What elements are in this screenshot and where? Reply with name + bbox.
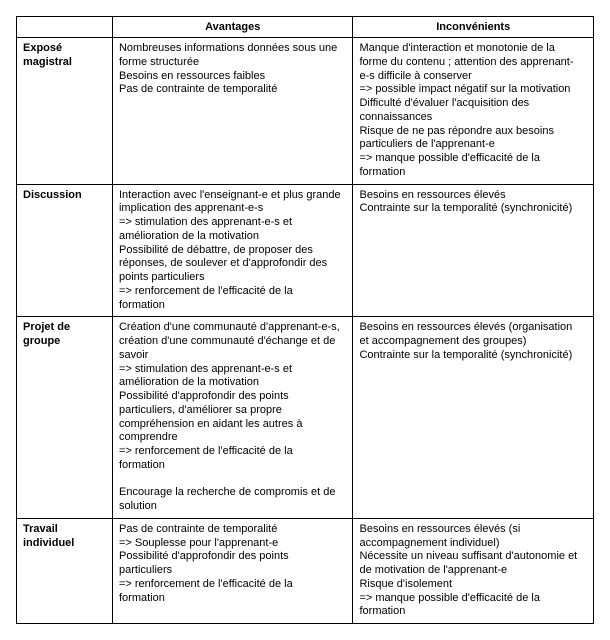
disadvantages-cell: Besoins en ressources élevés (organisati… bbox=[353, 317, 594, 519]
advantages-cell: Création d'une communauté d'apprenant-e-… bbox=[112, 317, 353, 519]
disadvantages-line: formation bbox=[359, 166, 587, 180]
advantages-line: Possibilité d'approfondir des points bbox=[119, 390, 347, 404]
disadvantages-line: Contrainte sur la temporalité (synchroni… bbox=[359, 202, 587, 216]
disadvantages-line: formation bbox=[359, 605, 587, 619]
advantages-line: Possibilité de débattre, de proposer des bbox=[119, 244, 347, 258]
disadvantages-line: Risque d'isolement bbox=[359, 578, 587, 592]
advantages-line: formation bbox=[119, 592, 347, 606]
disadvantages-line: Contrainte sur la temporalité (synchroni… bbox=[359, 349, 587, 363]
disadvantages-line: de motivation de l'apprenant-e bbox=[359, 564, 587, 578]
disadvantages-line: Besoins en ressources élevés (organisati… bbox=[359, 321, 587, 335]
disadvantages-line: Besoins en ressources élevés (si bbox=[359, 523, 587, 537]
advantages-line: Création d'une communauté d'apprenant-e-… bbox=[119, 321, 347, 335]
advantages-line: Pas de contrainte de temporalité bbox=[119, 523, 347, 537]
advantages-line: => renforcement de l'efficacité de la bbox=[119, 578, 347, 592]
disadvantages-line: et accompagnement des groupes) bbox=[359, 335, 587, 349]
advantages-line: Encourage la recherche de compromis et d… bbox=[119, 486, 347, 500]
advantages-line: Pas de contrainte de temporalité bbox=[119, 83, 347, 97]
row-label-line: Projet de groupe bbox=[23, 321, 106, 349]
row-label-line: Exposé bbox=[23, 42, 106, 56]
disadvantages-line: Nécessite un niveau suffisant d'autonomi… bbox=[359, 550, 587, 564]
disadvantages-line: connaissances bbox=[359, 111, 587, 125]
disadvantages-line: e-s difficile à conserver bbox=[359, 70, 587, 84]
comparison-table: Avantages Inconvénients ExposémagistralN… bbox=[16, 16, 594, 624]
header-rowhead bbox=[17, 17, 113, 38]
advantages-line bbox=[119, 473, 347, 487]
header-disadvantages: Inconvénients bbox=[353, 17, 594, 38]
advantages-line: particuliers, d'améliorer sa propre bbox=[119, 404, 347, 418]
table-row: Discussion Interaction avec l'enseignant-… bbox=[17, 184, 594, 317]
disadvantages-cell: Besoins en ressources élevés (siaccompag… bbox=[353, 518, 594, 623]
advantages-line: Besoins en ressources faibles bbox=[119, 70, 347, 84]
advantages-line: => Souplesse pour l'apprenant-e bbox=[119, 537, 347, 551]
advantages-line: savoir bbox=[119, 349, 347, 363]
disadvantages-line: => manque possible d'efficacité de la bbox=[359, 152, 587, 166]
row-label-line: magistral bbox=[23, 56, 106, 70]
header-advantages: Avantages bbox=[112, 17, 353, 38]
advantages-line: solution bbox=[119, 500, 347, 514]
disadvantages-line: particuliers de l'apprenant-e bbox=[359, 138, 587, 152]
advantages-line: formation bbox=[119, 299, 347, 313]
advantages-line: => renforcement de l'efficacité de la bbox=[119, 445, 347, 459]
advantages-line: forme structurée bbox=[119, 56, 347, 70]
advantages-line: => stimulation des apprenant-e-s et bbox=[119, 363, 347, 377]
disadvantages-line: forme du contenu ; attention des apprena… bbox=[359, 56, 587, 70]
disadvantages-line: Manque d'interaction et monotonie de la bbox=[359, 42, 587, 56]
disadvantages-line: => manque possible d'efficacité de la bbox=[359, 592, 587, 606]
disadvantages-line: Risque de ne pas répondre aux besoins bbox=[359, 125, 587, 139]
table-header-row: Avantages Inconvénients bbox=[17, 17, 594, 38]
disadvantages-cell: Manque d'interaction et monotonie de laf… bbox=[353, 38, 594, 185]
disadvantages-line: Difficulté d'évaluer l'acquisition des bbox=[359, 97, 587, 111]
row-label: Discussion bbox=[17, 184, 113, 317]
advantages-line: compréhension en aidant les autres à bbox=[119, 418, 347, 432]
advantages-line: points particuliers bbox=[119, 271, 347, 285]
disadvantages-line: accompagnement individuel) bbox=[359, 537, 587, 551]
advantages-line: implication des apprenant-e-s bbox=[119, 202, 347, 216]
disadvantages-cell: Besoins en ressources élevésContrainte s… bbox=[353, 184, 594, 317]
advantages-cell: Nombreuses informations données sous une… bbox=[112, 38, 353, 185]
row-label: Travailindividuel bbox=[17, 518, 113, 623]
advantages-line: comprendre bbox=[119, 431, 347, 445]
disadvantages-line: => possible impact négatif sur la motiva… bbox=[359, 83, 587, 97]
advantages-line: => stimulation des apprenant-e-s et bbox=[119, 216, 347, 230]
table-body: ExposémagistralNombreuses informations d… bbox=[17, 38, 594, 624]
advantages-line: Interaction avec l'enseignant-e et plus … bbox=[119, 189, 347, 203]
advantages-line: création d'une communauté d'échange et d… bbox=[119, 335, 347, 349]
disadvantages-line: Besoins en ressources élevés bbox=[359, 189, 587, 203]
advantages-line: particuliers bbox=[119, 564, 347, 578]
advantages-line: => renforcement de l'efficacité de la bbox=[119, 285, 347, 299]
advantages-cell: Interaction avec l'enseignant-e et plus … bbox=[112, 184, 353, 317]
row-label-line: Discussion bbox=[23, 189, 106, 203]
row-label: Projet de groupe bbox=[17, 317, 113, 519]
advantages-line: amélioration de la motivation bbox=[119, 376, 347, 390]
table-row: ExposémagistralNombreuses informations d… bbox=[17, 38, 594, 185]
advantages-cell: Pas de contrainte de temporalité => Soup… bbox=[112, 518, 353, 623]
row-label: Exposémagistral bbox=[17, 38, 113, 185]
table-row: TravailindividuelPas de contrainte de te… bbox=[17, 518, 594, 623]
advantages-line: amélioration de la motivation bbox=[119, 230, 347, 244]
advantages-line: formation bbox=[119, 459, 347, 473]
table-row: Projet de groupe Création d'une communaut… bbox=[17, 317, 594, 519]
advantages-line: Possibilité d'approfondir des points bbox=[119, 550, 347, 564]
advantages-line: réponses, de soulever et d'approfondir d… bbox=[119, 257, 347, 271]
row-label-line: Travail bbox=[23, 523, 106, 537]
row-label-line: individuel bbox=[23, 537, 106, 551]
advantages-line: Nombreuses informations données sous une bbox=[119, 42, 347, 56]
